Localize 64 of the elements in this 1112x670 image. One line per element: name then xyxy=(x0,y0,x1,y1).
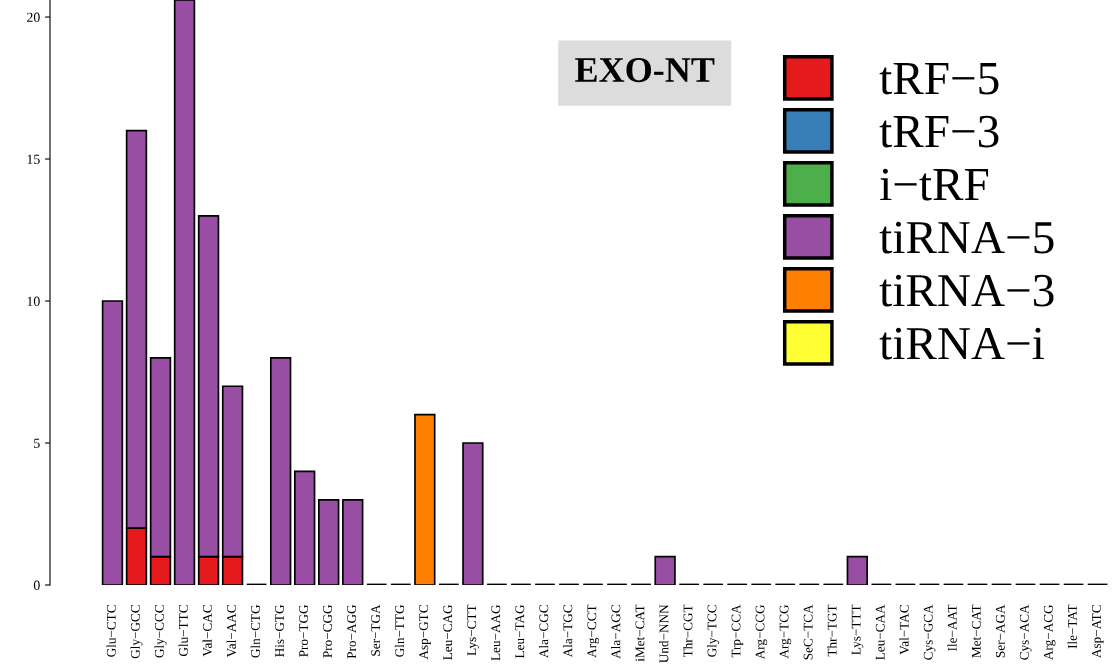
x-tick-label: Gln−TTG xyxy=(394,604,405,657)
x-tick-label: Ile−TAT xyxy=(1067,604,1077,649)
bar xyxy=(342,498,364,585)
y-tick-label: 20 xyxy=(27,12,40,22)
bar xyxy=(654,555,676,585)
x-tick-label: Pro−AGG xyxy=(347,604,357,659)
bar xyxy=(101,300,124,585)
x-tick-label: Leu−CAG xyxy=(443,604,453,660)
x-tick-label: Leu−CAA xyxy=(875,604,885,660)
x-tick-label: iMet−CAT xyxy=(635,604,645,662)
legend-label: tRF−5 xyxy=(879,63,999,95)
y-tick-label: 10 xyxy=(27,296,40,306)
x-tick-label: Gln−CTG xyxy=(250,604,260,658)
x-tick-label: Lys−TTT xyxy=(851,604,864,655)
legend-label: tiRNA−3 xyxy=(879,274,1054,307)
x-tick-label: Und−NNN xyxy=(659,604,669,663)
x-tick-label: Thr−CGT xyxy=(683,604,693,658)
x-tick-label: Gly−CCC xyxy=(154,605,167,658)
x-tick-label: Glu−TTC xyxy=(178,605,188,657)
x-tick-label: Arg−CCG xyxy=(755,604,768,660)
x-tick-label: Gly−TCC xyxy=(707,605,720,657)
legend-label: i−tRF xyxy=(880,168,989,201)
x-tick-label: Leu−AAG xyxy=(491,604,501,661)
x-tick-label: Ala−TGC xyxy=(563,605,573,658)
x-tick-label: Gly−GCC xyxy=(130,605,143,659)
legend-label: tRF−3 xyxy=(879,115,999,148)
x-tick-label: Val−CAC xyxy=(202,605,212,657)
y-tick-label: 5 xyxy=(34,438,40,448)
bar xyxy=(173,0,196,585)
x-tick-label: Asp−GTC xyxy=(419,605,431,660)
x-tick-label: Ser−TGA xyxy=(371,604,381,656)
x-tick-label: Glu−CTC xyxy=(106,605,116,657)
x-tick-label: Met−CAT xyxy=(971,604,981,658)
bar xyxy=(269,356,292,585)
x-tick-label: Val−AAC xyxy=(226,605,236,658)
bar xyxy=(462,442,484,585)
x-tick-label: Ser−AGA xyxy=(995,604,1005,658)
x-tick-label: Val−TAC xyxy=(899,605,909,655)
x-tick-label: Ala−AGC xyxy=(611,605,621,659)
x-tick-label: His−GTG xyxy=(275,604,284,657)
legend-label: tiRNA−i xyxy=(879,327,1044,360)
x-tick-label: Leu−TAG xyxy=(515,604,525,659)
x-tick-label: Cys−GCA xyxy=(923,604,936,660)
x-tick-label: Trp−CCA xyxy=(731,604,744,658)
x-tick-label: Ala−CGC xyxy=(538,605,549,658)
bar xyxy=(846,555,868,585)
y-tick-label: 0 xyxy=(33,580,40,590)
x-tick-label: Arg−CCT xyxy=(587,604,599,658)
bar xyxy=(414,413,436,585)
x-tick-label: Pro−CGG xyxy=(323,604,333,658)
x-tick-label: Arg−TCG xyxy=(779,604,792,659)
bar xyxy=(294,470,316,585)
bar xyxy=(318,498,340,585)
x-tick-label: SeC−TCA xyxy=(803,604,813,660)
x-tick-label: Asp−ATC xyxy=(1092,605,1104,658)
x-tick-label: Arg−ACG xyxy=(1043,604,1056,660)
x-tick-label: Pro−TGG xyxy=(299,604,308,657)
x-tick-label: Cys−ACA xyxy=(1019,604,1032,660)
x-tick-label: Thr−TGT xyxy=(827,604,837,657)
x-tick-label: Ile−AAT xyxy=(947,604,957,651)
text: EXO-NT xyxy=(575,57,715,83)
y-tick-label: 15 xyxy=(27,154,40,164)
legend-label: tiRNA−5 xyxy=(879,221,1054,254)
x-tick-label: Lys−CTT xyxy=(467,604,479,656)
